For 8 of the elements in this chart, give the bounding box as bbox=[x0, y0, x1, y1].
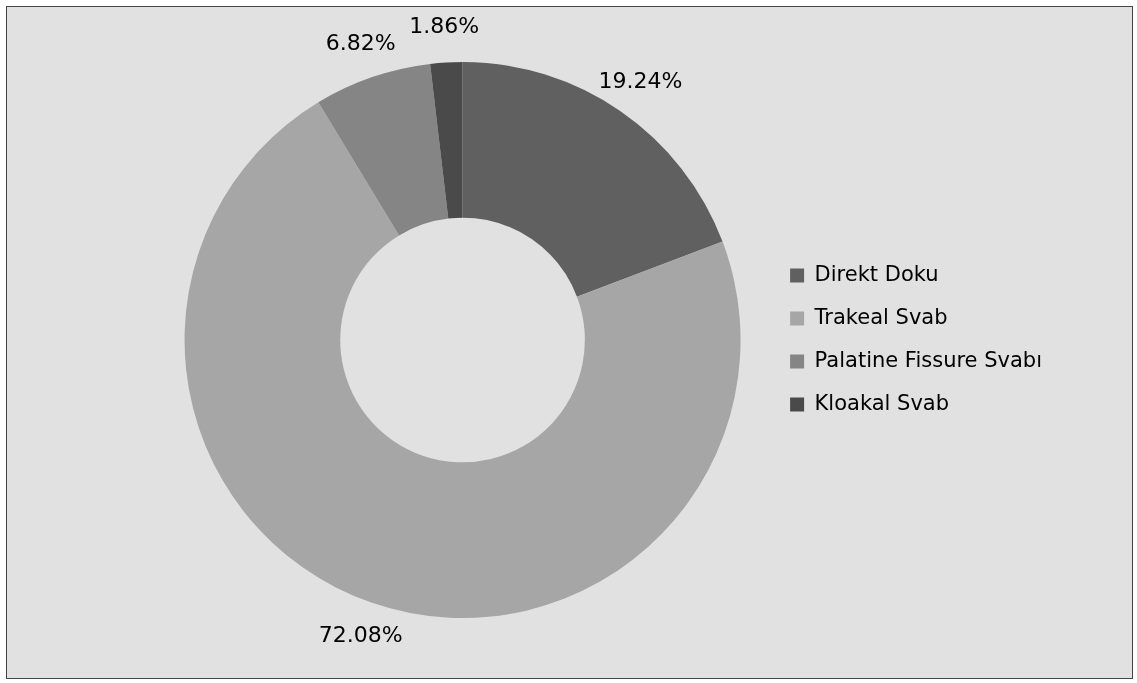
legend-label: Palatine Fissure Svabı bbox=[814, 347, 1043, 372]
data-label: 6.82% bbox=[325, 29, 396, 55]
data-label: 19.24% bbox=[598, 68, 683, 94]
legend-label: Kloakal Svab bbox=[814, 390, 950, 415]
data-label: 72.08% bbox=[318, 621, 403, 647]
legend-label: Trakeal Svab bbox=[813, 304, 948, 329]
legend-label: Direkt Doku bbox=[814, 261, 939, 286]
data-label: 1.86% bbox=[409, 13, 480, 39]
